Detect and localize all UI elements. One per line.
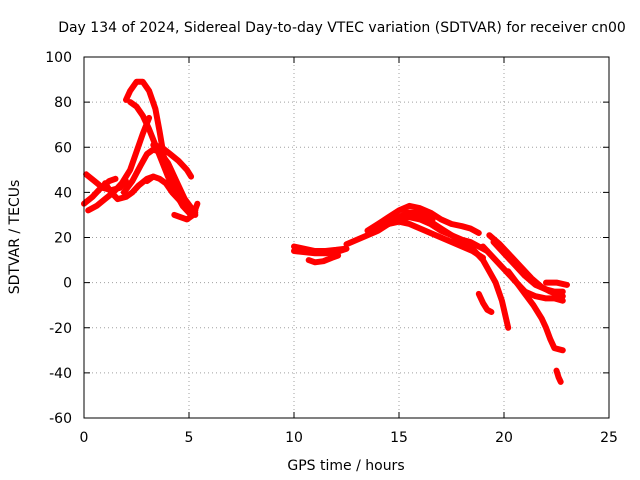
series-track-24 [543, 279, 570, 288]
y-tick-label: 20 [54, 231, 72, 247]
series-track-8 [144, 173, 199, 214]
x-tick-label: 20 [495, 430, 513, 446]
chart-title: Day 134 of 2024, Sidereal Day-to-day VTE… [58, 20, 626, 36]
series-track-18 [406, 209, 512, 331]
y-tick-label: 100 [45, 50, 72, 66]
series-track-12 [291, 243, 348, 254]
y-tick-label: 40 [54, 185, 72, 201]
axis-ticks: 0 5 10 15 20 25 -60 -40 -20 0 20 40 60 80 100 [45, 50, 618, 446]
y-tick-label: -20 [49, 321, 72, 337]
series-track-13 [305, 252, 342, 266]
y-tick-label: -60 [49, 411, 72, 427]
series-track-15 [364, 202, 482, 236]
series-track-21 [490, 239, 566, 295]
y-tick-label: 0 [63, 276, 72, 292]
x-tick-label: 15 [390, 430, 408, 446]
series-track-9 [150, 142, 195, 180]
series-track-23 [505, 268, 566, 354]
plot-frame [83, 56, 610, 419]
x-tick-label: 0 [80, 430, 89, 446]
series-track-25 [553, 367, 564, 385]
y-tick-label: 80 [54, 95, 72, 111]
y-tick-label: 60 [54, 140, 72, 156]
x-tick-label: 10 [285, 430, 303, 446]
x-tick-label: 25 [600, 430, 618, 446]
y-tick-label: -40 [49, 366, 72, 382]
series-track-3 [85, 114, 153, 214]
grid [84, 57, 609, 418]
data-series [81, 78, 570, 385]
x-axis-label: GPS time / hours [287, 458, 404, 474]
y-axis-label: SDTVAR / TECUs [7, 180, 23, 295]
x-tick-label: 5 [185, 430, 194, 446]
series-track-7 [120, 146, 197, 214]
series-track-10 [171, 200, 201, 223]
series-track-19 [475, 290, 495, 315]
